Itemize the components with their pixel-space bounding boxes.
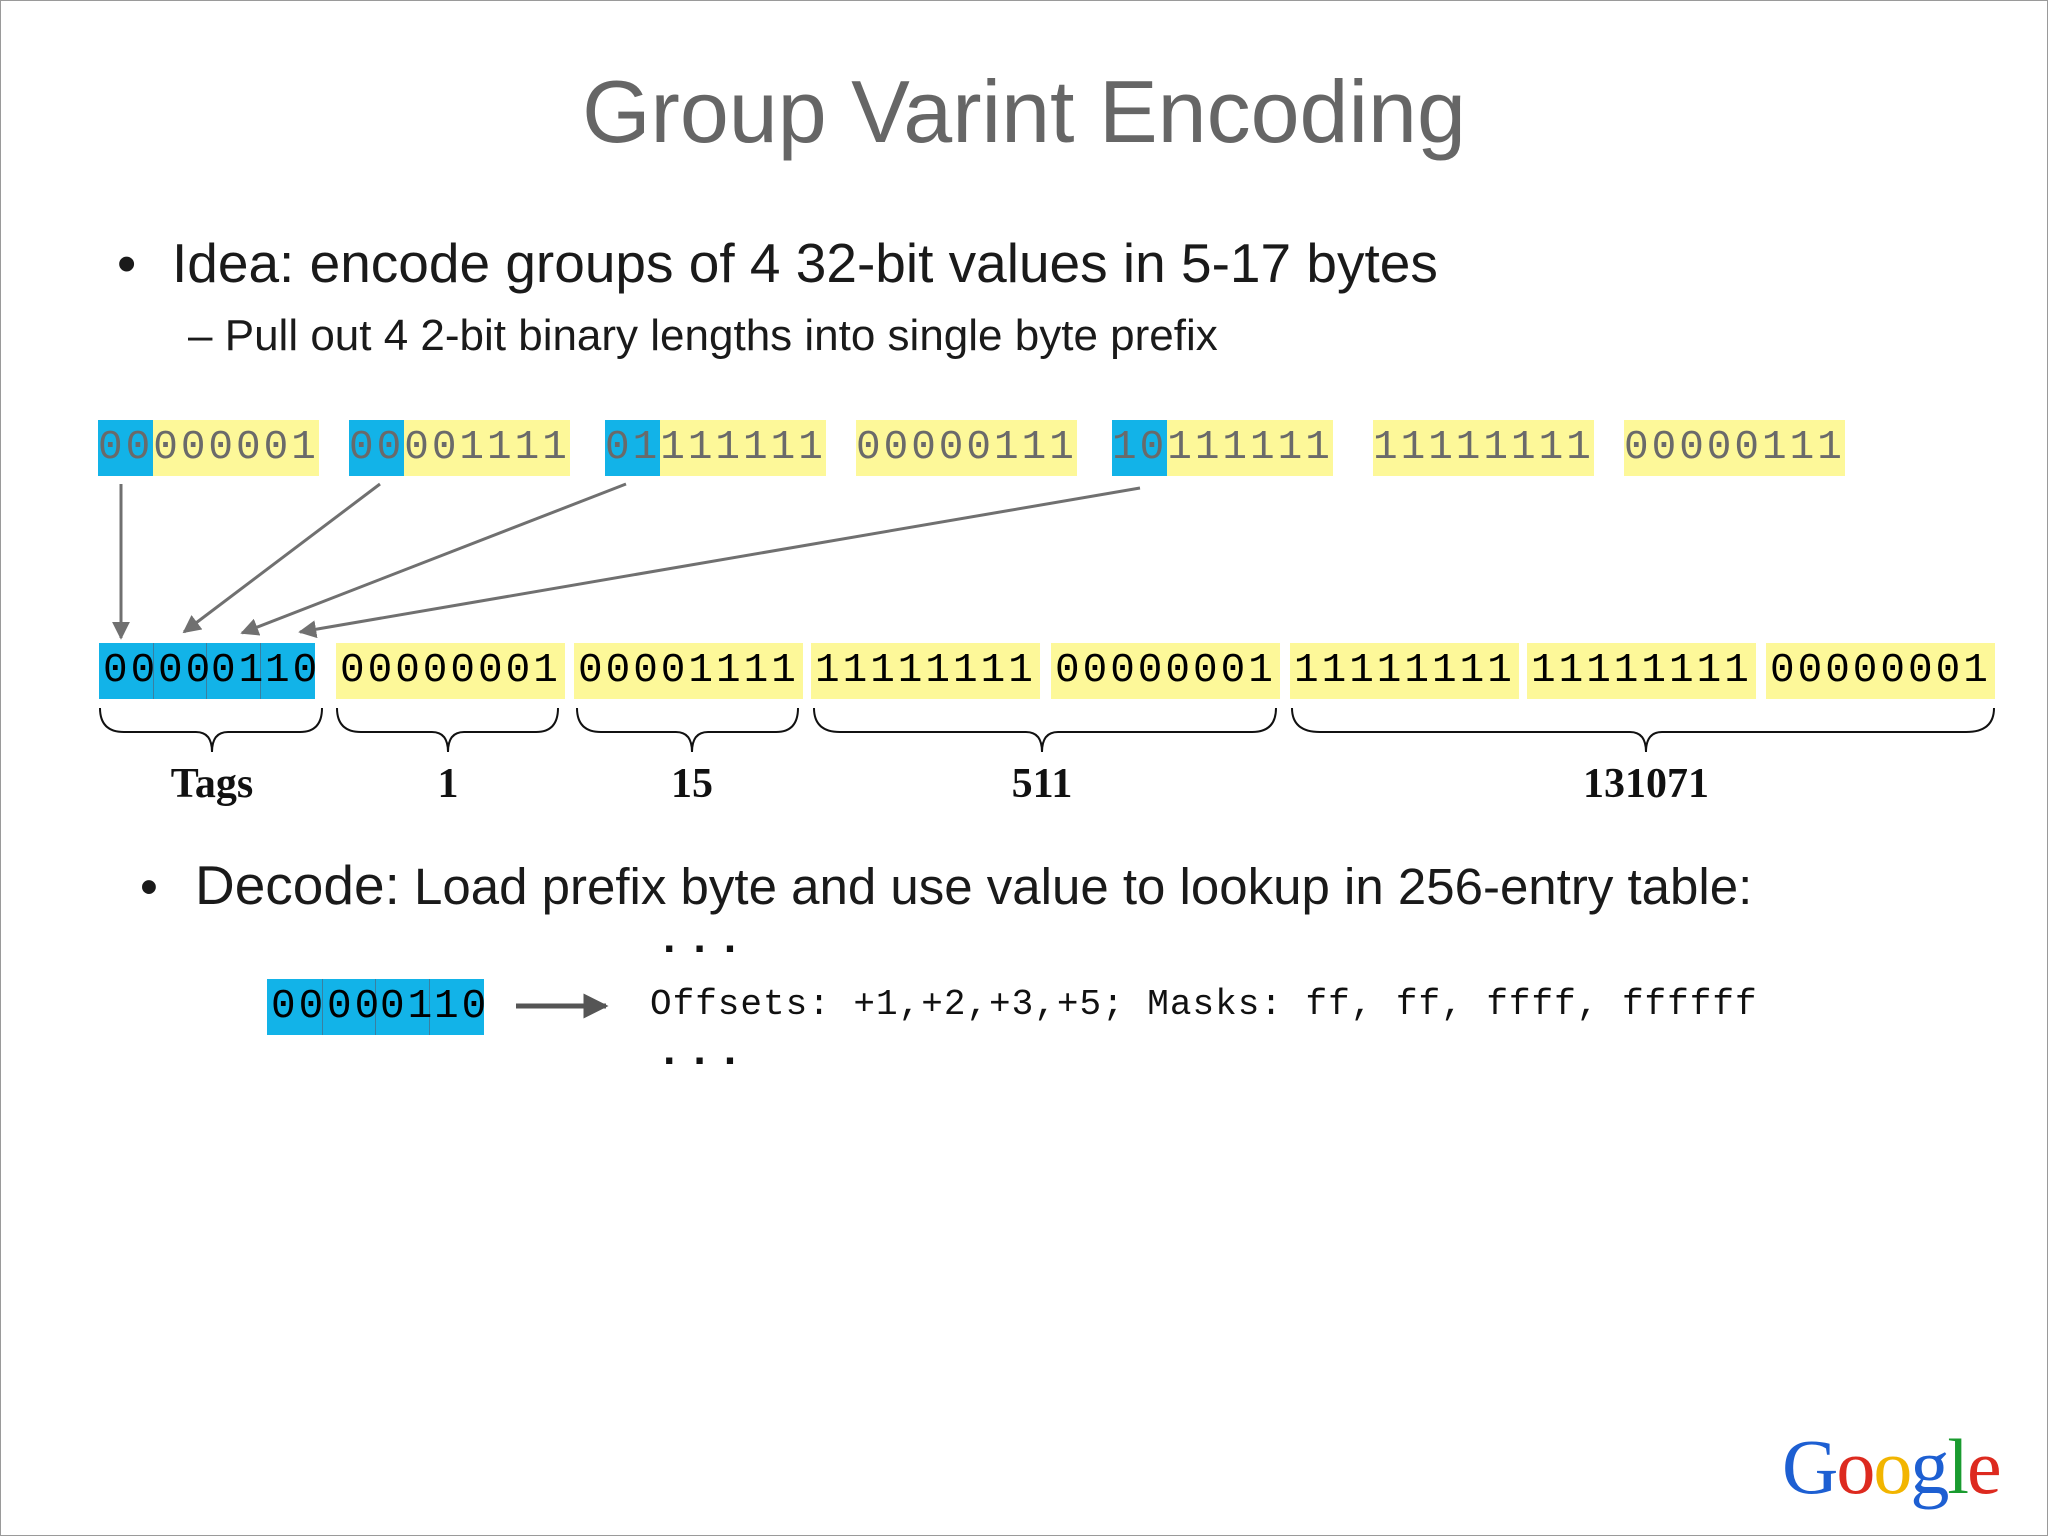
prefix-byte: 00000110 bbox=[267, 979, 484, 1035]
encoded-byte: 00000001 bbox=[1051, 643, 1280, 699]
sub-bullet-dash: – bbox=[188, 311, 213, 360]
input-value-bits: 001111 bbox=[404, 420, 570, 476]
encoded-byte: 00000001 bbox=[1766, 643, 1995, 699]
input-tag-bits: 00 bbox=[349, 420, 405, 476]
slide-title: Group Varint Encoding bbox=[582, 62, 1466, 161]
table-ellipsis-bottom: ... bbox=[656, 1028, 748, 1078]
encoded-byte: 00001111 bbox=[574, 643, 803, 699]
input-byte: 01111111 bbox=[605, 420, 826, 476]
brace-131071 bbox=[1291, 707, 1995, 753]
sub-bullet-text: Pull out 4 2-bit binary lengths into sin… bbox=[224, 311, 1218, 360]
tag-byte: 00000110 bbox=[99, 643, 315, 699]
tag-arrow bbox=[298, 486, 1141, 639]
input-tag-bits: 00 bbox=[98, 420, 154, 476]
table-ellipsis-top: ... bbox=[656, 916, 748, 966]
group-label: 1 bbox=[437, 761, 459, 807]
tag-arrow bbox=[182, 482, 381, 634]
input-byte: 00000111 bbox=[1624, 420, 1845, 476]
bullet-decode-text: Load prefix byte and use value to lookup… bbox=[399, 858, 1753, 915]
input-value-bits: 00000111 bbox=[1624, 420, 1845, 476]
input-value-bits: 00000111 bbox=[856, 420, 1077, 476]
bullet-idea-text: Idea: encode groups of 4 32-bit values i… bbox=[172, 232, 1438, 294]
encoded-byte: 00000001 bbox=[336, 643, 565, 699]
input-value-bits: 11111111 bbox=[1373, 420, 1594, 476]
tag-pair: 01 bbox=[207, 643, 263, 699]
group-label: 131071 bbox=[1583, 761, 1709, 807]
sub-bullet-prefix: – Pull out 4 2-bit binary lengths into s… bbox=[188, 308, 1218, 364]
table-entry: Offsets: +1,+2,+3,+5; Masks: ff, ff, fff… bbox=[650, 984, 1758, 1025]
bullet-dot: • bbox=[117, 232, 137, 294]
google-logo: Google bbox=[1782, 1423, 2002, 1510]
input-value-bits: 000001 bbox=[153, 420, 319, 476]
brace-511 bbox=[813, 707, 1277, 753]
input-value-bits: 111111 bbox=[660, 420, 826, 476]
bullet-decode: • Decode: Load prefix byte and use value … bbox=[140, 852, 1752, 920]
input-value-bits: 111111 bbox=[1167, 420, 1333, 476]
bullet-decode-lead: Decode: bbox=[195, 854, 400, 916]
encoded-byte: 11111111 bbox=[1290, 643, 1519, 699]
tag-pair: 10 bbox=[265, 648, 315, 694]
tag-pair: 00 bbox=[154, 643, 210, 699]
brace-1 bbox=[336, 707, 559, 753]
tag-pair: 00 bbox=[323, 979, 379, 1035]
encoded-byte: 11111111 bbox=[1527, 643, 1756, 699]
brace-tags bbox=[99, 707, 323, 753]
input-byte: 00001111 bbox=[349, 420, 570, 476]
group-label: 15 bbox=[671, 761, 713, 807]
tag-pair: 10 bbox=[434, 984, 484, 1030]
bullet-idea: • Idea: encode groups of 4 32-bit values … bbox=[117, 228, 1438, 298]
brace-15 bbox=[576, 707, 799, 753]
tag-pair: 00 bbox=[267, 979, 323, 1035]
input-byte: 00000111 bbox=[856, 420, 1077, 476]
tag-pair: 01 bbox=[376, 979, 432, 1035]
input-byte: 11111111 bbox=[1373, 420, 1594, 476]
tag-pair: 00 bbox=[99, 643, 155, 699]
bullet-dot: • bbox=[140, 858, 158, 915]
input-byte: 10111111 bbox=[1112, 420, 1333, 476]
input-byte: 00000001 bbox=[98, 420, 319, 476]
input-tag-bits: 01 bbox=[605, 420, 661, 476]
group-label: 511 bbox=[1011, 761, 1073, 807]
encoded-byte: 11111111 bbox=[811, 643, 1040, 699]
input-tag-bits: 10 bbox=[1112, 420, 1168, 476]
tag-arrow bbox=[240, 482, 627, 636]
group-label-tags: Tags bbox=[170, 761, 254, 807]
